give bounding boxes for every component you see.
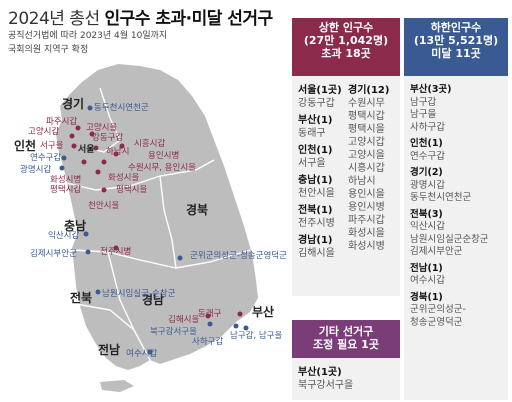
lower-panel-header: 하한인구수 (13만 5,521명) 미달 11곳 — [404, 18, 508, 76]
map-label-upper: 강동구갑 — [92, 132, 123, 143]
map-label-upper: 고양시을 — [86, 122, 117, 133]
upper-col-2: 경기(12) 수원시무 평택시갑 평택시을 고양시갑 고양시을 시흥시갑 하남시… — [348, 85, 390, 252]
map-label-upper: 화성시병 — [50, 175, 81, 185]
map-label-upper: 파주시갑 — [46, 116, 77, 127]
upper-district-labels: 파주시갑 고양시갑 서구을 강동구갑 화성시병 평택시갑 천안시을 고양시을 하… — [28, 116, 222, 325]
peninsula-shape — [56, 64, 258, 370]
island-shape — [100, 380, 134, 392]
list-item: 인천(1) 연수구갑 — [410, 138, 445, 162]
region-label-chungnam: 충남 — [64, 218, 86, 233]
map-label-lower: 김제시부안군 — [30, 248, 77, 259]
list-item: 서울(1곳) 강동구갑 — [298, 85, 342, 109]
map-label-upper: 서구을 — [40, 141, 64, 151]
province-borders — [61, 87, 251, 361]
map-label-lower: 군위군의성군-청송군영덕군 — [190, 250, 287, 261]
map-label-upper: 화성시을 — [108, 173, 139, 183]
lower-panel: 하한인구수 (13만 5,521명) 미달 11곳 부산(3곳) 남구갑 남구을… — [404, 18, 508, 400]
map-label-upper: 평택시을 — [116, 184, 147, 195]
map-label-lower: 연수구갑 — [30, 152, 61, 163]
map-label-upper: 용인시병 — [148, 150, 179, 161]
upper-panel-header: 상한 인구수 (27만 1,042명) 초과 18곳 — [292, 18, 400, 76]
list-item: 부산(1) 동래구 — [298, 115, 333, 139]
page-title: 2024년 총선 인구수 초과·미달 선거구 — [8, 9, 273, 29]
other-list: 부산(1곳) 북구강서구을 — [298, 367, 354, 391]
korea-map: 경기 인천 충남 경북 전북 경남 전남 부산 서울 파주시갑 고양시갑 서구을… — [14, 64, 287, 392]
list-item: 전남(1) 여수시갑 — [410, 262, 445, 287]
map-label-upper: 고양시갑 — [28, 126, 59, 137]
region-label-gyeongbuk: 경북 — [186, 203, 208, 217]
upper-panel: 상한 인구수 (27만 1,042명) 초과 18곳 서울(1곳) 강동구갑 부산… — [292, 18, 400, 296]
map-label-upper: 김해시을 — [168, 314, 199, 325]
map-label-upper: 수원시무, 용인시을 — [128, 162, 196, 173]
map-label-upper: 전주시병 — [100, 246, 131, 257]
list-item: 경남(1) 김해시을 — [298, 235, 335, 259]
upper-markers — [69, 125, 243, 319]
list-item: 인천(1) 서구을 — [298, 145, 333, 169]
map-label-lower: 여수시갑 — [126, 348, 157, 359]
region-label-gyeongnam: 경남 — [142, 292, 164, 307]
other-panel: 기타 선거구 조정 필요 1곳 부산(1곳) 북구강서구을 — [292, 320, 400, 400]
map-label-upper: 천안시을 — [88, 200, 119, 211]
other-panel-header: 기타 선거구 조정 필요 1곳 — [292, 320, 400, 358]
map-label-lower: 남구갑, 남구을 — [230, 330, 283, 341]
map-label-lower: 동두천시연천군 — [94, 102, 149, 113]
region-label-jeonbuk: 전북 — [70, 290, 92, 305]
region-label-gyeonggi: 경기 — [62, 96, 84, 111]
map-label-upper: 동래구 — [198, 309, 222, 319]
lower-markers — [59, 105, 249, 355]
map-label-upper: 평택시갑 — [50, 184, 81, 195]
list-item: 전북(1) 전주시병 — [298, 205, 335, 229]
map-label-upper: 시흥시갑 — [134, 138, 165, 149]
list-item: 부산(3곳) 남구갑 남구을 사하구갑 — [410, 84, 452, 133]
list-item: 경기(2) 광명시갑 동두천시연천군 — [410, 167, 472, 203]
map-label-upper: 하남시 — [106, 146, 129, 157]
region-label-jeonnam: 전남 — [98, 342, 120, 357]
list-item: 충남(1) 천안시을 — [298, 175, 335, 199]
map-label-lower: 남원시임실군-순창군 — [102, 288, 176, 299]
region-label-seoul: 서울 — [78, 143, 95, 155]
region-label-incheon: 인천 — [14, 138, 36, 153]
region-label-busan: 부산 — [252, 304, 274, 319]
list-item: 전북(3) 익산시갑 남원시임실군순창군 김제시부안군 — [410, 208, 489, 258]
list-item: 경북(1) 군위군의성군- 청송군영덕군 — [410, 291, 466, 328]
lower-district-labels: 동두천시연천군 연수구갑 광명시갑 익산시갑 김제시부안군 군위군의성군-청송군… — [20, 102, 287, 359]
subtitle-line-2: 국회의원 지역구 확정 — [8, 45, 89, 55]
subtitle-line-1: 공직선거법에 따라 2023년 4월 10일까지 — [8, 31, 168, 41]
lower-list: 부산(3곳) 남구갑 남구을 사하구갑 인천(1) 연수구갑 경기(2) 광명시… — [410, 84, 489, 333]
map-label-lower: 북구강서구을 — [150, 326, 197, 337]
upper-col-1: 서울(1곳) 강동구갑 부산(1) 동래구 인천(1) 서구을 충남(1) 천안시을 전… — [298, 84, 342, 264]
map-label-lower: 사하구갑 — [192, 336, 223, 347]
map-label-lower: 익산시갑 — [48, 230, 79, 241]
map-label-lower: 광명시갑 — [20, 164, 51, 175]
